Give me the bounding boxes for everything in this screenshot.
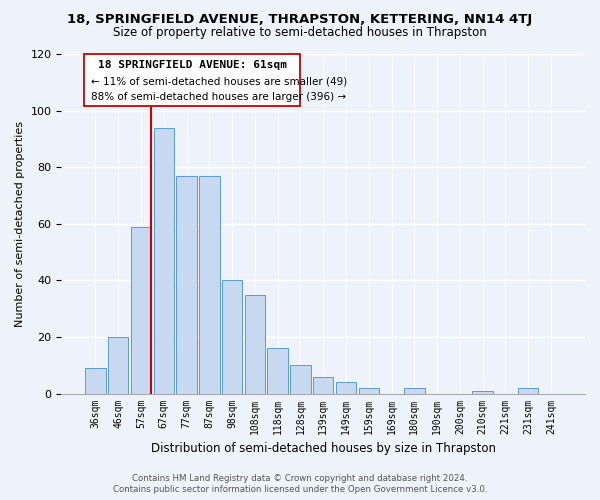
Text: 88% of semi-detached houses are larger (396) →: 88% of semi-detached houses are larger (… bbox=[91, 92, 346, 102]
Bar bbox=[472, 390, 493, 394]
Bar bbox=[336, 382, 356, 394]
Bar bbox=[290, 366, 311, 394]
Text: ← 11% of semi-detached houses are smaller (49): ← 11% of semi-detached houses are smalle… bbox=[91, 76, 347, 86]
Text: Size of property relative to semi-detached houses in Thrapston: Size of property relative to semi-detach… bbox=[113, 26, 487, 39]
Bar bbox=[404, 388, 425, 394]
Bar bbox=[131, 226, 151, 394]
Bar bbox=[176, 176, 197, 394]
Text: Contains HM Land Registry data © Crown copyright and database right 2024.
Contai: Contains HM Land Registry data © Crown c… bbox=[113, 474, 487, 494]
Text: 18 SPRINGFIELD AVENUE: 61sqm: 18 SPRINGFIELD AVENUE: 61sqm bbox=[98, 60, 287, 70]
Bar bbox=[359, 388, 379, 394]
Y-axis label: Number of semi-detached properties: Number of semi-detached properties bbox=[15, 121, 25, 327]
Bar bbox=[108, 337, 128, 394]
Bar bbox=[245, 294, 265, 394]
Bar bbox=[313, 376, 334, 394]
FancyBboxPatch shape bbox=[84, 54, 301, 106]
Bar bbox=[199, 176, 220, 394]
Text: 18, SPRINGFIELD AVENUE, THRAPSTON, KETTERING, NN14 4TJ: 18, SPRINGFIELD AVENUE, THRAPSTON, KETTE… bbox=[67, 12, 533, 26]
X-axis label: Distribution of semi-detached houses by size in Thrapston: Distribution of semi-detached houses by … bbox=[151, 442, 496, 455]
Bar bbox=[518, 388, 538, 394]
Bar bbox=[85, 368, 106, 394]
Bar bbox=[154, 128, 174, 394]
Bar bbox=[268, 348, 288, 394]
Bar bbox=[222, 280, 242, 394]
